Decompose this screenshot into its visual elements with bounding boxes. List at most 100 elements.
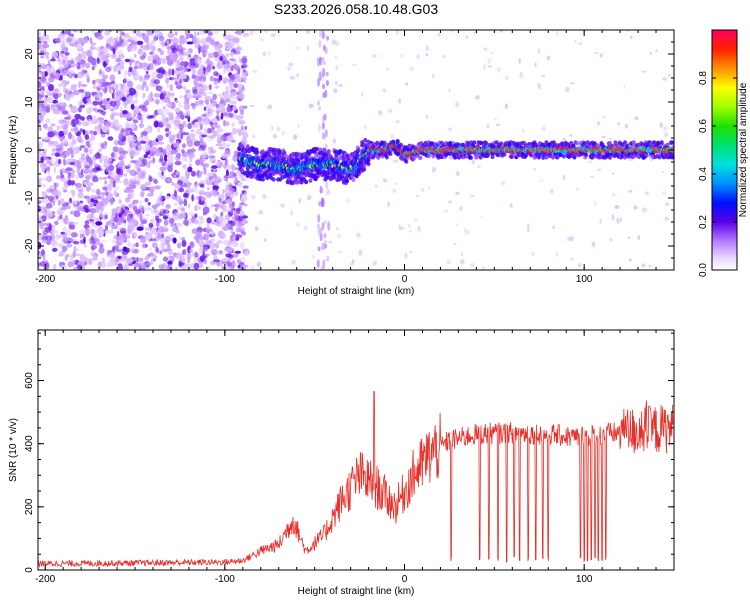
spectrogram-cell bbox=[64, 215, 68, 219]
spectrogram-cell bbox=[117, 168, 124, 176]
spectrogram-cell bbox=[420, 188, 424, 192]
spectrogram-cell bbox=[232, 259, 235, 267]
spectrogram-cell bbox=[205, 37, 212, 43]
spectrogram-cell bbox=[216, 240, 223, 244]
spectrogram-cell bbox=[91, 160, 96, 164]
spectrogram-cell bbox=[326, 255, 330, 261]
spectrogram-cell bbox=[82, 167, 86, 171]
spectrogram-cell bbox=[260, 177, 265, 182]
spectrogram-cell bbox=[89, 37, 93, 44]
spectrogram-cell bbox=[187, 48, 193, 54]
spectrogram-cell bbox=[280, 203, 285, 208]
spectrogram-cell bbox=[84, 91, 92, 99]
spectrogram-cell bbox=[113, 216, 119, 223]
spectrogram-cell bbox=[60, 52, 64, 58]
spectrogram-cell bbox=[119, 83, 126, 87]
spectrogram-cell bbox=[230, 88, 237, 93]
spectrogram-cell bbox=[99, 120, 107, 124]
spectrogram-cell bbox=[118, 199, 122, 204]
spectrogram-cell bbox=[64, 168, 70, 174]
spectrogram-cell bbox=[170, 195, 176, 200]
spectrogram-cell bbox=[183, 198, 188, 207]
spectrogram-cell bbox=[57, 57, 61, 62]
spectrogram-cell bbox=[196, 31, 200, 36]
spectrogram-cell bbox=[322, 83, 326, 90]
spectrogram-cell bbox=[335, 65, 338, 71]
spectrogram-cell bbox=[296, 73, 299, 78]
spectrogram-cell bbox=[206, 179, 213, 186]
spectrogram-cell bbox=[254, 226, 259, 232]
spectrogram-cell bbox=[489, 52, 493, 55]
spectrogram-cell bbox=[210, 128, 215, 133]
spectrogram-cell bbox=[147, 161, 151, 169]
spectrogram-cell bbox=[418, 155, 423, 160]
spectrogram-cell bbox=[591, 241, 596, 247]
spectrogram-cell bbox=[233, 178, 238, 183]
spectrogram-cell bbox=[466, 35, 469, 38]
spectrogram-cell bbox=[212, 245, 215, 249]
spectrogram-cell bbox=[166, 91, 171, 99]
spectrogram-cell bbox=[153, 258, 156, 262]
spectrogram-cell bbox=[448, 88, 451, 93]
spectrogram-cell bbox=[242, 185, 249, 189]
spectrogram-cell bbox=[117, 263, 123, 269]
spectrogram-cell bbox=[334, 80, 338, 86]
spectrogram-cell bbox=[161, 120, 168, 126]
spectrogram-cell bbox=[47, 238, 50, 245]
spectrogram-cell bbox=[120, 85, 124, 89]
spectrogram-cell bbox=[207, 242, 215, 246]
spectrogram-cell bbox=[161, 41, 166, 48]
spectrogram-cell bbox=[550, 188, 554, 194]
spectrogram-cell bbox=[77, 106, 82, 113]
spectrogram-cell bbox=[212, 30, 219, 35]
spectrogram-cell bbox=[225, 266, 233, 270]
spectrogram-cell bbox=[86, 107, 92, 115]
spectrogram-cell bbox=[371, 261, 377, 267]
spectrogram-cell bbox=[80, 116, 85, 121]
spectrogram-cell bbox=[50, 123, 56, 127]
spectrogram-cell bbox=[220, 136, 225, 140]
spectrogram-cell bbox=[214, 46, 220, 50]
spectrogram-cell bbox=[562, 174, 566, 181]
spectrogram-cell bbox=[101, 240, 107, 243]
spectrogram-cell bbox=[258, 210, 263, 215]
spectrogram-cell bbox=[174, 107, 180, 113]
spectrogram-cell bbox=[88, 141, 94, 148]
spectrogram-cell bbox=[237, 181, 243, 188]
spectrogram-cell bbox=[187, 166, 193, 173]
spectrogram-cell bbox=[456, 170, 460, 177]
spectrogram-cell bbox=[225, 143, 231, 148]
spectrogram-cell bbox=[244, 250, 248, 256]
spectrogram-cell bbox=[159, 50, 164, 56]
spectrogram-cell bbox=[655, 49, 658, 52]
spectrogram-cell bbox=[132, 178, 137, 183]
spectrogram-cell bbox=[55, 195, 59, 200]
spectrogram-cell bbox=[52, 51, 59, 58]
spectrogram-cell bbox=[191, 184, 198, 190]
spectrogram-cell bbox=[229, 58, 236, 61]
spectrogram-cell bbox=[169, 137, 174, 144]
spectrogram-cell bbox=[99, 69, 102, 74]
spectrogram-cell bbox=[387, 201, 391, 208]
spectrogram-cell bbox=[218, 146, 225, 150]
spectrogram-cell bbox=[92, 107, 97, 112]
spectrogram-cell bbox=[70, 211, 73, 215]
spectrogram-cell bbox=[92, 217, 100, 221]
spectrogram-cell bbox=[71, 37, 78, 43]
spectrogram-cell bbox=[178, 101, 182, 109]
spectrogram-cell bbox=[193, 31, 197, 39]
spectrogram-cell bbox=[497, 67, 501, 72]
spectrogram-cell bbox=[66, 243, 73, 248]
spectrogram-cell bbox=[356, 232, 361, 238]
spectrogram-cell bbox=[96, 85, 103, 91]
spectrogram-cell bbox=[291, 259, 296, 265]
spectrogram-cell bbox=[234, 190, 238, 197]
spectrogram-cell bbox=[113, 152, 118, 159]
spectrogram-cell bbox=[183, 86, 186, 91]
spectrogram-cell bbox=[637, 234, 640, 241]
spectrogram-cell bbox=[207, 91, 214, 95]
spectrogram-cell bbox=[194, 92, 202, 99]
spectrogram-cell bbox=[101, 257, 106, 264]
spectrogram-cell bbox=[199, 216, 204, 225]
spectrogram-cell bbox=[587, 160, 593, 164]
